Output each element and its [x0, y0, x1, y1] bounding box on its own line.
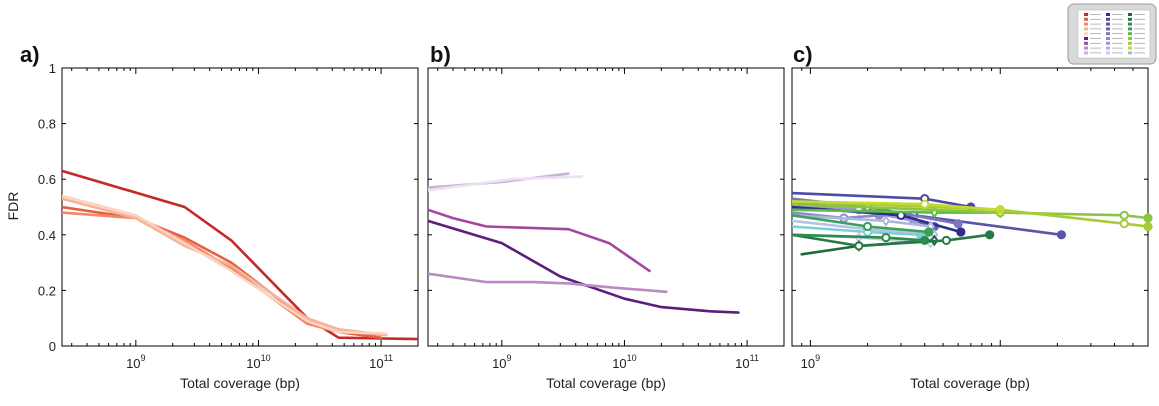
- panel-b-frame: [427, 67, 785, 347]
- panel-b-x-axis-label: Total coverage (bp): [546, 375, 666, 391]
- legend-swatch: [1106, 22, 1110, 26]
- legend-swatch: [1084, 46, 1088, 50]
- x-tick-label: 109: [126, 353, 145, 371]
- x-tick-label: 1010: [246, 353, 270, 371]
- series-point: [854, 241, 864, 251]
- series-point: [881, 232, 891, 243]
- legend-swatch: [1106, 41, 1110, 45]
- series-line: [62, 211, 388, 337]
- panel-label-a: a): [20, 42, 40, 67]
- panel-a-ticks: 0 0.2 0.4 0.6 0.8 1 109 1010 1011: [38, 61, 419, 371]
- legend-thumbnail: [1067, 3, 1157, 65]
- legend-swatch: [1128, 51, 1132, 55]
- series-point: [985, 230, 995, 240]
- panel-a-series: [62, 169, 418, 341]
- legend-swatch: [1084, 41, 1088, 45]
- y-axis-label: FDR: [5, 192, 21, 221]
- series-line: [428, 172, 570, 189]
- series-point: [1056, 230, 1067, 240]
- series-point: [862, 221, 873, 232]
- series-line: [428, 175, 584, 192]
- y-tick-label: 0.8: [38, 117, 56, 132]
- legend-swatches: [1084, 13, 1145, 55]
- series-point: [920, 199, 930, 209]
- legend-swatch: [1106, 51, 1110, 55]
- panel-a-frame: [61, 67, 419, 347]
- y-tick-label: 0.2: [38, 283, 56, 298]
- series-point: [1119, 210, 1129, 220]
- legend-swatch: [1084, 27, 1088, 31]
- series-point: [924, 227, 934, 237]
- legend-swatch: [1106, 37, 1110, 40]
- series-line: [62, 169, 418, 341]
- legend-swatch: [1084, 17, 1088, 21]
- series-line: [792, 202, 1148, 220]
- x-tick-label: 1011: [369, 353, 393, 371]
- legend-swatch: [1128, 46, 1132, 50]
- legend-swatch: [1128, 27, 1132, 31]
- panel-a-x-axis-label: Total coverage (bp): [180, 375, 300, 391]
- x-tick-label: 109: [492, 353, 511, 371]
- series-line: [62, 205, 383, 340]
- panel-c-ticks: 109: [791, 67, 1149, 371]
- series-point: [1143, 213, 1153, 223]
- legend-swatch: [1106, 27, 1110, 31]
- panel-label-c: c): [793, 42, 813, 67]
- series-point: [956, 227, 966, 237]
- panel-b-series: [428, 172, 740, 314]
- legend-swatch: [1128, 17, 1132, 21]
- x-tick-label: 1011: [735, 353, 759, 371]
- y-tick-label: 0.6: [38, 172, 56, 187]
- series-point: [953, 219, 963, 229]
- legend-swatch: [1084, 37, 1088, 40]
- y-tick-label: 0.4: [38, 228, 56, 243]
- legend-swatch: [1084, 32, 1088, 36]
- legend-swatch: [1128, 32, 1132, 36]
- legend-swatch: [1084, 13, 1088, 16]
- series-point: [881, 214, 891, 227]
- series-line: [428, 272, 668, 294]
- series-point: [995, 205, 1005, 215]
- legend-swatch: [1106, 46, 1110, 50]
- series-line: [792, 200, 1148, 228]
- panel-label-b: b): [430, 42, 451, 67]
- legend-swatch: [1128, 13, 1132, 16]
- legend-swatch: [1084, 22, 1088, 26]
- series-point: [1119, 219, 1129, 229]
- series-point: [941, 235, 951, 245]
- legend-swatch: [1106, 32, 1110, 36]
- panel-b-ticks: 109 1010 1011: [428, 67, 785, 371]
- series-line: [62, 194, 388, 335]
- x-tick-label: 1010: [612, 353, 636, 371]
- series-line: [792, 233, 992, 248]
- x-tick-label: 109: [801, 353, 820, 371]
- panel-c-series: [792, 191, 1153, 256]
- series-line: [428, 219, 740, 314]
- legend-swatch: [1106, 17, 1110, 21]
- series-point: [1143, 221, 1153, 232]
- y-tick-label: 0: [49, 339, 56, 354]
- legend-swatch: [1128, 37, 1132, 40]
- legend-swatch: [1084, 51, 1088, 55]
- legend-swatch: [1128, 41, 1132, 45]
- legend-swatch: [1128, 22, 1132, 26]
- legend-swatch: [1106, 13, 1110, 16]
- series-line: [428, 208, 651, 273]
- series-point: [920, 235, 930, 245]
- series-line: [62, 197, 388, 337]
- y-tick-label: 1: [49, 61, 56, 76]
- panel-c-x-axis-label: Total coverage (bp): [910, 375, 1030, 391]
